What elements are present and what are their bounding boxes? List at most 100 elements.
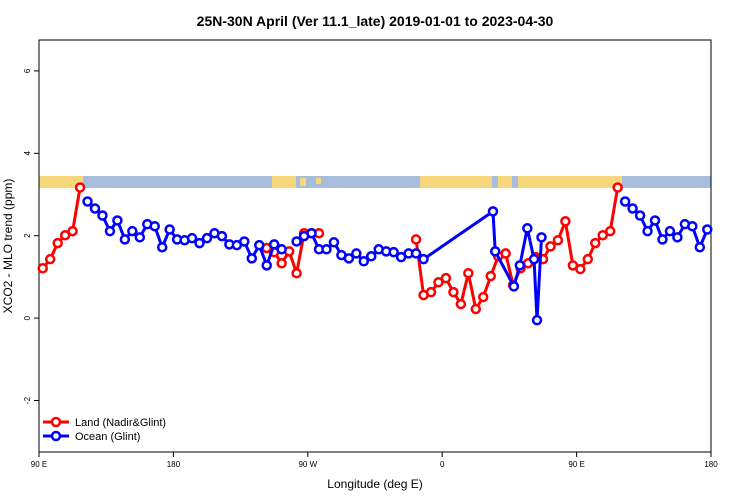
- y-tick-label: 4: [23, 151, 32, 156]
- x-tick-label: 0: [440, 460, 445, 469]
- data-point: [657, 234, 668, 245]
- data-point: [201, 232, 213, 244]
- x-axis-label: Longitude (deg E): [327, 477, 422, 491]
- data-point: [552, 234, 564, 246]
- data-point: [194, 237, 205, 249]
- data-point: [489, 246, 501, 257]
- data-point: [694, 241, 706, 253]
- data-point: [664, 225, 676, 237]
- data-point: [246, 253, 258, 264]
- data-point: [97, 210, 108, 221]
- data-point: [470, 303, 482, 315]
- data-point: [485, 270, 496, 282]
- data-point: [448, 286, 459, 298]
- data-point: [351, 248, 362, 259]
- data-point: [104, 225, 116, 237]
- data-point: [604, 225, 616, 237]
- series-line: [86, 200, 709, 322]
- legend-label: Ocean (Glint): [75, 431, 140, 443]
- x-tick-label: 180: [167, 460, 181, 469]
- data-point: [672, 232, 683, 243]
- data-point: [514, 260, 526, 271]
- data-point: [156, 241, 168, 253]
- data-point: [366, 251, 377, 262]
- data-point: [582, 253, 594, 265]
- data-point: [536, 232, 547, 243]
- data-point: [276, 258, 287, 269]
- data-point: [291, 236, 302, 247]
- data-point: [216, 230, 228, 242]
- data-point: [52, 237, 63, 249]
- data-point: [82, 196, 93, 207]
- data-point: [575, 263, 586, 275]
- data-point: [261, 260, 272, 271]
- y-axis-label: XCO2 - MLO trend (ppm): [1, 179, 15, 314]
- plot-frame: [38, 39, 712, 453]
- data-point: [343, 253, 355, 264]
- data-point: [528, 253, 540, 265]
- data-point: [612, 182, 623, 193]
- y-tick-label: 2: [23, 233, 32, 238]
- data-point: [164, 224, 175, 235]
- data-point: [687, 220, 698, 232]
- data-point: [463, 267, 474, 279]
- chart-title: 25N-30N April (Ver 11.1_late) 2019-01-01…: [197, 13, 554, 29]
- data-point: [306, 227, 317, 239]
- data-point: [500, 248, 511, 259]
- legend-marker: [50, 416, 62, 428]
- data-point: [433, 277, 444, 288]
- data-point: [418, 253, 429, 265]
- x-tick-label: 180: [704, 460, 718, 469]
- data-point: [455, 298, 467, 310]
- data-point: [619, 196, 631, 207]
- data-point: [89, 203, 101, 214]
- data-point: [410, 234, 422, 245]
- data-point: [119, 234, 131, 245]
- data-point: [291, 267, 302, 279]
- land-sea-strip: [39, 176, 711, 188]
- x-tick-label: 90 E: [568, 460, 584, 469]
- data-point: [642, 225, 653, 237]
- legend-marker: [50, 430, 62, 442]
- data-point: [358, 255, 370, 267]
- y-tick-label: 6: [23, 68, 32, 73]
- data-point: [410, 248, 422, 259]
- data-point: [634, 210, 646, 221]
- data-point: [545, 241, 556, 252]
- data-point: [597, 230, 608, 241]
- data-point: [702, 224, 713, 235]
- data-point: [478, 291, 489, 303]
- data-point: [127, 225, 138, 237]
- y-tick-label: 0: [23, 315, 32, 320]
- data-point: [440, 272, 452, 284]
- data-point: [590, 237, 601, 249]
- data-point: [425, 286, 437, 298]
- data-point: [531, 314, 543, 326]
- data-point: [149, 220, 160, 232]
- x-tick-label: 90 E: [31, 460, 47, 469]
- data-point: [254, 239, 265, 251]
- data-point: [276, 244, 287, 255]
- data-point: [627, 203, 638, 214]
- data-point: [37, 262, 48, 274]
- data-point: [321, 244, 332, 255]
- data-point: [44, 253, 56, 265]
- data-point: [134, 232, 146, 243]
- data-point: [59, 230, 71, 241]
- data-point: [74, 182, 86, 193]
- data-point: [186, 232, 198, 244]
- data-point: [239, 236, 250, 247]
- data-point: [67, 225, 78, 237]
- data-point: [112, 215, 123, 226]
- data-point: [560, 216, 571, 227]
- data-point: [522, 223, 533, 234]
- legend-label: Land (Nadir&Glint): [75, 417, 166, 429]
- data-point: [268, 239, 280, 250]
- data-point: [649, 215, 661, 226]
- data-point: [388, 246, 399, 258]
- x-tick-label: 90 W: [298, 460, 317, 469]
- data-point: [328, 237, 340, 248]
- data-point: [508, 281, 520, 292]
- y-tick-label: -2: [23, 396, 32, 404]
